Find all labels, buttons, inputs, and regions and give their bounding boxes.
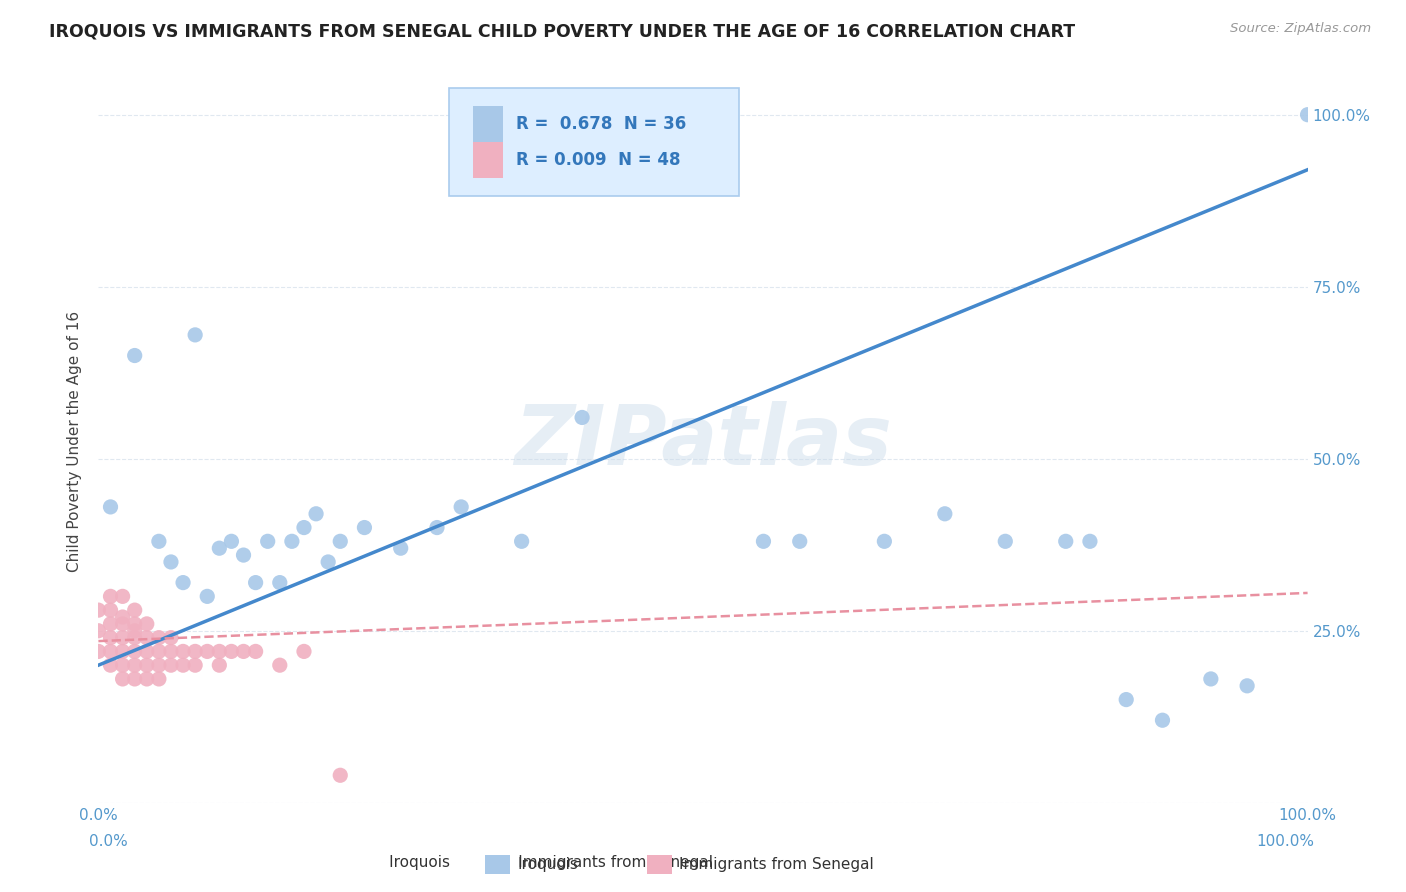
Text: 0.0%: 0.0% [89,834,128,848]
Point [87,624,110,638]
Point [124,349,146,363]
Point [269,575,291,590]
Point [135,631,157,645]
Point [450,500,472,514]
Point [124,658,146,673]
Point [994,534,1017,549]
Point [87,644,110,658]
Point [124,644,146,658]
Point [510,534,533,549]
Point [221,644,243,658]
Point [172,575,194,590]
Text: Immigrants from Senegal: Immigrants from Senegal [679,857,875,871]
Point [87,603,110,617]
Point [269,658,291,673]
Point [100,590,122,604]
Point [426,520,449,534]
Point [208,644,231,658]
Point [934,507,956,521]
Point [124,672,146,686]
Point [1078,534,1101,549]
Point [221,534,243,549]
Text: Iroquois              Immigrants from Senegal: Iroquois Immigrants from Senegal [356,855,713,870]
Point [208,658,231,673]
Y-axis label: Child Poverty Under the Age of 16: Child Poverty Under the Age of 16 [67,311,83,572]
Point [245,575,267,590]
Point [873,534,896,549]
Point [135,658,157,673]
Point [100,658,122,673]
Point [184,327,207,342]
Point [160,555,183,569]
Point [1199,672,1222,686]
Point [195,644,218,658]
Point [1236,679,1258,693]
Bar [474,105,503,142]
Point [389,541,412,556]
Point [111,658,134,673]
Point [329,768,352,782]
Point [135,644,157,658]
Point [752,534,775,549]
Point [135,672,157,686]
Point [256,534,278,549]
Text: Source: ZipAtlas.com: Source: ZipAtlas.com [1230,22,1371,36]
Point [184,644,207,658]
Point [292,520,315,534]
Point [135,616,157,631]
Point [148,631,170,645]
Point [100,631,122,645]
Point [208,541,231,556]
Point [232,548,254,562]
Point [172,658,194,673]
Point [172,644,194,658]
Text: R =  0.678  N = 36: R = 0.678 N = 36 [516,115,686,133]
Point [111,590,134,604]
Point [305,507,328,521]
Point [245,644,267,658]
Text: R = 0.009  N = 48: R = 0.009 N = 48 [516,151,681,169]
Point [353,520,375,534]
Point [124,603,146,617]
Point [124,624,146,638]
Point [100,644,122,658]
Point [124,616,146,631]
Point [1054,534,1077,549]
Point [148,658,170,673]
Point [1152,713,1174,727]
Text: Iroquois: Iroquois [517,857,578,871]
Point [111,644,134,658]
Point [111,616,134,631]
Text: 100.0%: 100.0% [1257,834,1315,848]
Bar [474,142,503,178]
Point [148,534,170,549]
Point [316,555,339,569]
Point [100,500,122,514]
Point [124,631,146,645]
Point [292,644,315,658]
Point [100,616,122,631]
Point [329,534,352,549]
Point [111,610,134,624]
Point [100,603,122,617]
Point [160,644,183,658]
Point [148,672,170,686]
FancyBboxPatch shape [449,87,740,196]
Point [232,644,254,658]
Point [281,534,304,549]
Text: ZIPatlas: ZIPatlas [515,401,891,482]
Point [195,590,218,604]
Point [1115,692,1137,706]
Point [111,672,134,686]
Point [148,644,170,658]
Point [1296,108,1319,122]
Point [160,631,183,645]
Point [571,410,593,425]
Point [789,534,811,549]
Text: IROQUOIS VS IMMIGRANTS FROM SENEGAL CHILD POVERTY UNDER THE AGE OF 16 CORRELATIO: IROQUOIS VS IMMIGRANTS FROM SENEGAL CHIL… [49,22,1076,40]
Point [160,658,183,673]
Point [111,631,134,645]
Point [184,658,207,673]
